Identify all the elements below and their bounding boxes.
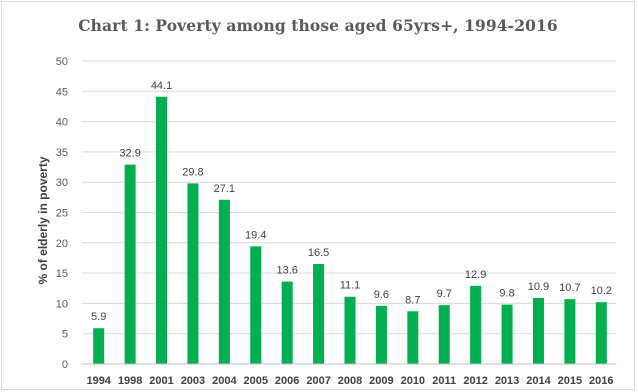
data-label-2004: 27.1: [214, 183, 235, 195]
y-tick-label: 50: [56, 56, 68, 68]
x-category-label: 2005: [244, 375, 268, 387]
x-category-label: 2014: [526, 375, 551, 387]
data-label-2009: 9.6: [374, 289, 389, 301]
bar-2001: [156, 96, 168, 364]
gridlines: [82, 60, 616, 335]
data-label-2012: 12.9: [465, 269, 486, 281]
bar-2012: [470, 285, 482, 364]
x-category-label: 1994: [86, 375, 111, 387]
x-category-label: 2016: [589, 375, 613, 387]
x-category-label: 2006: [275, 375, 299, 387]
bar-2004: [218, 199, 230, 364]
y-axis-ticks: 0 5 10 15 20 25 30 35 40 45 50: [56, 56, 68, 371]
bar-2014: [532, 297, 544, 364]
y-tick-label: 20: [56, 238, 68, 250]
data-label-2003: 29.8: [182, 166, 203, 178]
y-tick-label: 0: [62, 359, 68, 371]
data-label-2007: 16.5: [308, 247, 329, 259]
x-axis-categories: 1994 1998 2001 2003 2004 2005 2006 2007 2008 2009…: [86, 375, 613, 387]
bar-2006: [281, 281, 293, 364]
bar-2010: [407, 311, 419, 364]
y-axis-title: % of elderly in poverty: [36, 156, 50, 284]
y-tick-label: 40: [56, 117, 68, 129]
data-label-2001: 44.1: [151, 80, 172, 92]
data-label-2014: 10.9: [528, 281, 549, 293]
bar-2009: [375, 305, 387, 364]
y-tick-label: 5: [62, 329, 68, 341]
data-label-2006: 13.6: [276, 265, 297, 277]
y-tick-label: 45: [56, 86, 68, 98]
x-category-label: 2015: [558, 375, 582, 387]
data-label-1994: 5.9: [91, 311, 106, 323]
bar-1994: [93, 328, 105, 364]
bar-2015: [564, 299, 576, 364]
x-category-label: 1998: [118, 375, 142, 387]
x-category-label: 2009: [369, 375, 393, 387]
y-tick-label: 15: [56, 268, 68, 280]
y-tick-label: 25: [56, 208, 68, 220]
x-category-label: 2012: [463, 375, 487, 387]
bars: [93, 96, 607, 364]
x-category-label: 2001: [149, 375, 173, 387]
x-category-label: 2011: [432, 375, 456, 387]
data-label-1998: 32.9: [119, 148, 140, 160]
y-tick-label: 10: [56, 298, 68, 310]
bar-2005: [250, 246, 262, 364]
x-category-label: 2003: [181, 375, 205, 387]
data-label-2008: 11.1: [340, 280, 361, 292]
data-label-2016: 10.2: [591, 285, 612, 297]
chart-title: Chart 1: Poverty among those aged 65yrs+…: [78, 16, 558, 35]
bar-2003: [187, 183, 199, 364]
x-category-label: 2008: [338, 375, 362, 387]
data-label-2013: 9.8: [499, 288, 514, 300]
data-label-2010: 8.7: [405, 294, 420, 306]
data-label-2011: 9.7: [437, 288, 452, 300]
data-labels: 5.9 32.9 44.1 29.8 27.1 19.4 13.6 16.5 11.1 9.6 8.…: [91, 80, 612, 323]
x-category-label: 2004: [212, 375, 237, 387]
x-category-label: 2010: [401, 375, 425, 387]
x-category-label: 2013: [495, 375, 519, 387]
y-tick-label: 30: [56, 177, 68, 189]
bar-1998: [124, 164, 136, 364]
data-label-2005: 19.4: [245, 229, 266, 241]
bar-2011: [438, 305, 450, 364]
bar-2016: [595, 302, 607, 364]
y-tick-label: 35: [56, 147, 68, 159]
data-label-2015: 10.7: [559, 282, 580, 294]
x-category-label: 2007: [306, 375, 330, 387]
bar-2013: [501, 304, 513, 364]
bar-2007: [313, 264, 325, 364]
bar-2008: [344, 296, 356, 364]
